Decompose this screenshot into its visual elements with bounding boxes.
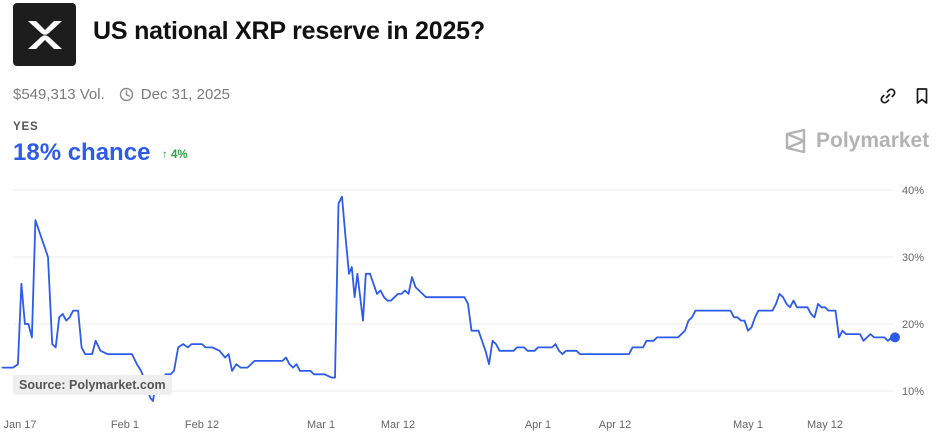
x-tick-label: Mar 12 <box>381 419 415 431</box>
x-tick-label: Mar 1 <box>307 419 335 431</box>
bookmark-icon <box>916 88 928 104</box>
volume-text: $549,313 Vol. <box>13 86 105 103</box>
source-badge: Source: Polymarket.com <box>13 375 172 395</box>
x-tick-label: Feb 12 <box>185 419 219 431</box>
latest-point-marker <box>890 332 900 343</box>
market-logo <box>13 3 76 66</box>
chance-value: 18% chance <box>13 139 151 166</box>
bookmark-button[interactable] <box>912 86 932 106</box>
x-tick-label: Feb 1 <box>111 419 139 431</box>
end-date: Dec 31, 2025 <box>140 86 230 103</box>
arrow-up-icon: ↑ <box>162 149 168 161</box>
x-tick-label: May 1 <box>733 419 763 431</box>
chance-change: ↑ 4% <box>162 149 188 161</box>
market-actions <box>878 86 932 106</box>
series-line <box>1 195 896 402</box>
change-value: 4% <box>170 149 188 161</box>
brand-name: Polymarket <box>816 129 930 152</box>
x-tick-label: Jan 17 <box>3 419 36 431</box>
market-title: US national XRP reserve in 2025? <box>93 17 485 45</box>
y-tick-label: 20% <box>902 319 924 331</box>
brand-watermark: Polymarket <box>784 128 929 154</box>
y-tick-label: 30% <box>902 252 924 264</box>
x-tick-label: Apr 1 <box>525 419 551 431</box>
clock-icon <box>119 87 134 102</box>
y-tick-label: 40% <box>902 185 924 197</box>
x-tick-label: Apr 12 <box>599 419 631 431</box>
y-tick-label: 10% <box>902 386 924 398</box>
xrp-logo-icon <box>27 20 62 49</box>
outcome-label: YES <box>13 121 39 133</box>
link-icon <box>880 88 896 104</box>
market-meta: $549,313 Vol. Dec 31, 2025 <box>13 86 230 103</box>
link-button[interactable] <box>878 86 898 106</box>
x-tick-label: May 12 <box>807 419 843 431</box>
polymarket-logo-icon <box>784 128 808 154</box>
